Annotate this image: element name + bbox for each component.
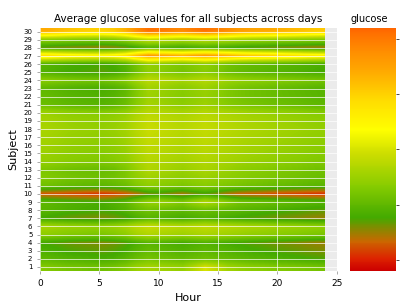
X-axis label: Hour: Hour xyxy=(175,293,202,303)
Y-axis label: Subject: Subject xyxy=(8,128,18,170)
Title: Average glucose values for all subjects across days: Average glucose values for all subjects … xyxy=(54,14,322,24)
Text: glucose: glucose xyxy=(350,14,388,24)
